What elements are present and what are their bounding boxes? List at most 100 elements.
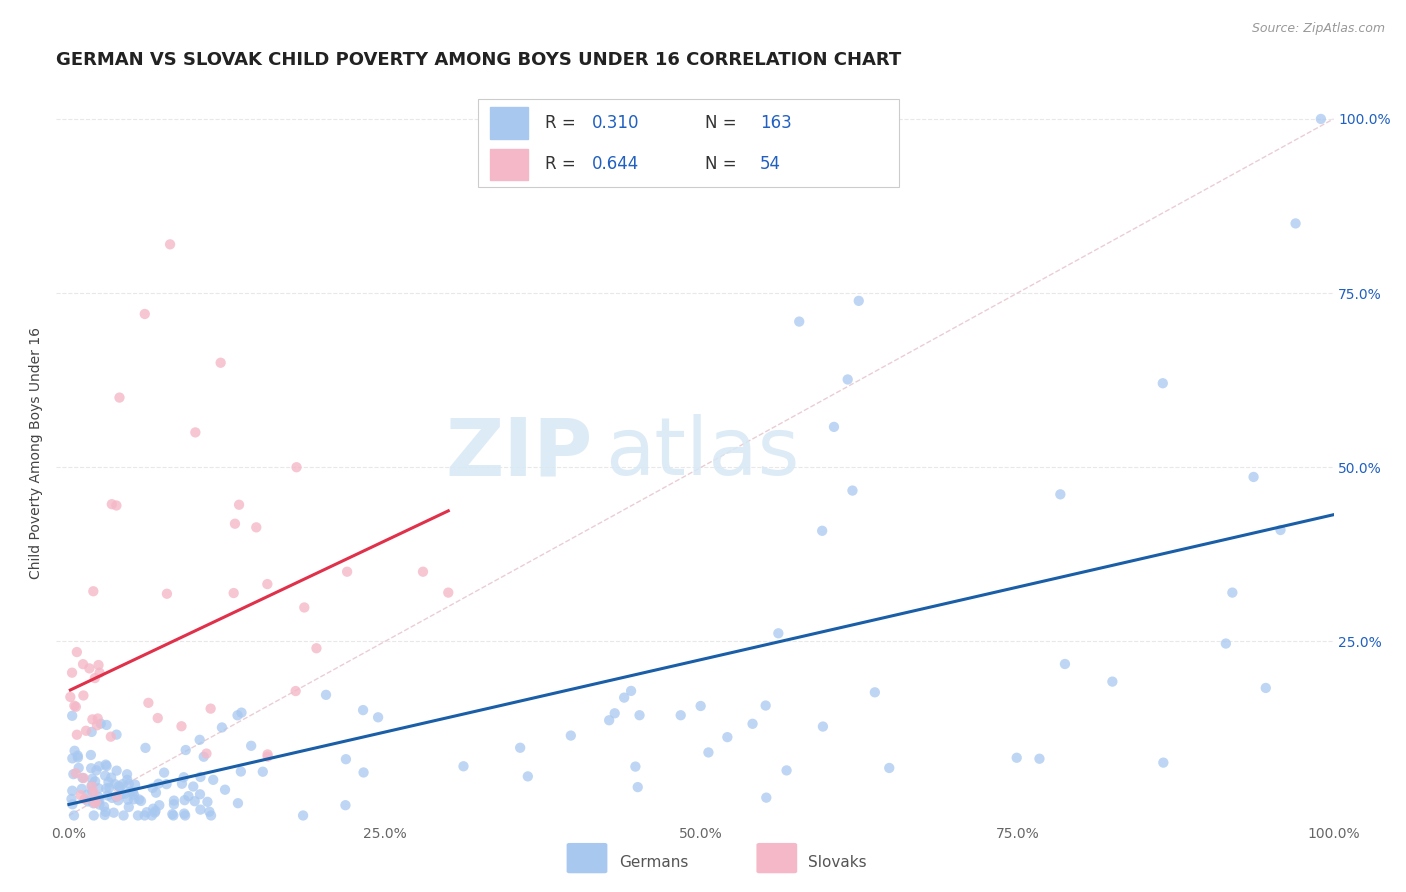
Point xyxy=(211,721,233,735)
Point xyxy=(80,780,103,794)
Point xyxy=(516,769,538,783)
Point xyxy=(1049,487,1071,501)
Point xyxy=(89,793,111,807)
Point xyxy=(148,777,170,791)
Point xyxy=(83,796,105,810)
Point xyxy=(114,787,136,801)
Point xyxy=(1152,756,1174,770)
Point xyxy=(224,516,246,531)
Point xyxy=(1028,752,1050,766)
Point xyxy=(336,565,359,579)
Point xyxy=(598,713,620,727)
Point xyxy=(159,237,181,252)
Point xyxy=(1284,216,1306,230)
Text: ZIP: ZIP xyxy=(446,414,593,492)
Point xyxy=(96,718,118,732)
Y-axis label: Child Poverty Among Boys Under 16: Child Poverty Among Boys Under 16 xyxy=(30,327,44,579)
Point xyxy=(222,586,245,600)
Point xyxy=(252,764,274,779)
Point xyxy=(73,792,96,806)
Point xyxy=(163,797,186,812)
Point xyxy=(63,808,86,822)
Point xyxy=(79,661,101,675)
Point xyxy=(62,797,84,812)
Point xyxy=(1215,636,1237,650)
Point xyxy=(173,770,195,784)
Point xyxy=(86,764,108,778)
Point xyxy=(69,788,91,802)
Point xyxy=(111,777,134,791)
Point xyxy=(84,795,107,809)
Text: GERMAN VS SLOVAK CHILD POVERTY AMONG BOYS UNDER 16 CORRELATION CHART: GERMAN VS SLOVAK CHILD POVERTY AMONG BOY… xyxy=(56,51,901,69)
Point xyxy=(72,689,94,703)
Point xyxy=(620,684,643,698)
Point xyxy=(93,799,115,814)
Point xyxy=(135,805,157,820)
Point xyxy=(121,785,143,799)
Point xyxy=(141,808,163,822)
Point xyxy=(100,730,122,744)
Point xyxy=(285,460,308,475)
Text: Slovaks: Slovaks xyxy=(808,855,868,870)
Point xyxy=(128,792,150,806)
Point xyxy=(67,761,90,775)
Point xyxy=(148,798,170,813)
Point xyxy=(775,764,797,778)
Point xyxy=(155,777,177,791)
Point xyxy=(256,749,278,764)
Point xyxy=(122,792,145,806)
Point xyxy=(98,780,121,795)
Point xyxy=(335,798,357,813)
Text: Source: ZipAtlas.com: Source: ZipAtlas.com xyxy=(1251,22,1385,36)
Point xyxy=(134,740,156,755)
Point xyxy=(83,786,105,800)
Point xyxy=(80,747,103,762)
Point xyxy=(115,767,138,781)
Point xyxy=(60,708,83,723)
Point xyxy=(1309,112,1331,126)
Point xyxy=(153,765,176,780)
Point xyxy=(352,703,374,717)
Point xyxy=(353,765,375,780)
Text: Germans: Germans xyxy=(619,855,688,870)
Point xyxy=(162,807,184,822)
Point xyxy=(240,739,263,753)
Point xyxy=(87,658,110,673)
Point xyxy=(96,759,118,773)
Point xyxy=(200,701,222,715)
Point xyxy=(112,808,135,822)
Point xyxy=(811,720,834,734)
Point xyxy=(367,710,389,724)
Point xyxy=(173,806,195,821)
Point xyxy=(76,788,98,802)
Point xyxy=(156,587,179,601)
Point xyxy=(174,808,197,822)
Point xyxy=(60,751,83,765)
Point xyxy=(103,805,125,820)
Point xyxy=(104,777,127,791)
Point xyxy=(75,723,97,738)
Point xyxy=(848,293,870,308)
Point xyxy=(229,764,252,779)
Point xyxy=(100,771,122,785)
Point xyxy=(105,789,128,804)
Point xyxy=(107,779,129,793)
Point xyxy=(60,783,83,797)
Point xyxy=(90,716,112,731)
Point xyxy=(97,789,120,803)
Point xyxy=(77,794,100,808)
Point xyxy=(284,684,307,698)
Point xyxy=(823,420,845,434)
Point xyxy=(162,808,184,822)
Point xyxy=(118,800,141,814)
Point xyxy=(108,391,131,405)
Point xyxy=(87,790,110,805)
Point xyxy=(292,600,315,615)
Point xyxy=(837,372,859,386)
Point xyxy=(697,746,720,760)
Point xyxy=(226,796,249,810)
Point xyxy=(183,794,205,808)
Point xyxy=(142,780,165,795)
Point xyxy=(117,792,139,806)
Point xyxy=(82,772,104,786)
